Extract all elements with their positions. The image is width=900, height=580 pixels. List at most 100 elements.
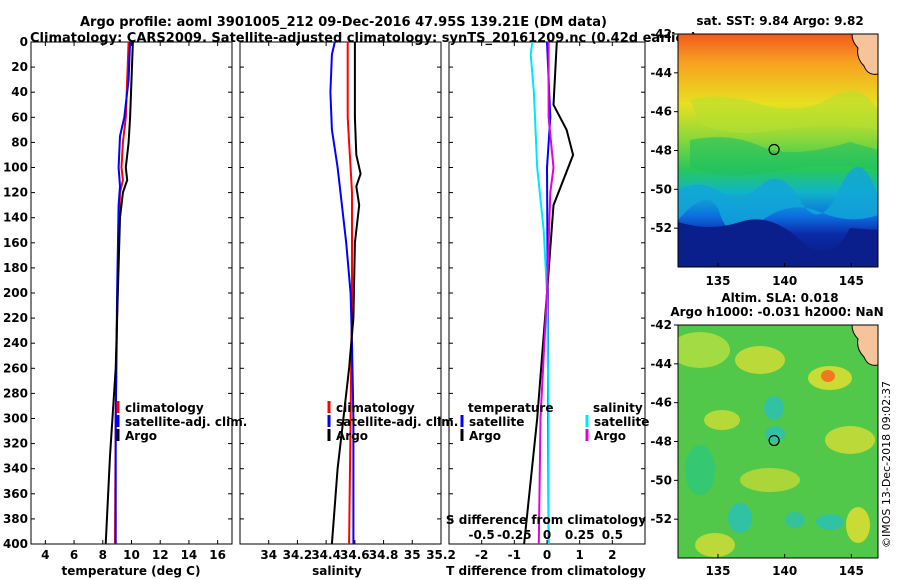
argo-position-marker	[768, 143, 780, 156]
land-tasmania-outline	[851, 325, 878, 366]
x-tick-label: 34.4	[311, 548, 341, 562]
x-tick-label: -2	[475, 548, 488, 562]
legend-label-sal-satellite: satellite	[594, 415, 649, 429]
depth-tick-label: 0	[20, 35, 28, 49]
map-y-tick-label: -52	[650, 221, 672, 235]
x-tick-label: 14	[181, 548, 198, 562]
x-tick-label: 34	[260, 548, 277, 562]
x-tick-label: 12	[152, 548, 169, 562]
map-y-tick-label: -42	[650, 27, 672, 41]
sst-map-panel: sat. SST: 9.84 Argo: 9.82 135 140 145 -42 -4…	[650, 14, 879, 288]
series-line-satellite-adj-clim-	[329, 42, 355, 544]
temperature-panel: 0 20 40 60 80 100 120 140 160 180 200 220 240 260 280 3…	[3, 35, 247, 578]
difference-depth-ticks	[449, 41, 645, 545]
depth-tick-label: 200	[3, 286, 28, 300]
sla-map-title-line1: Altim. SLA: 0.018	[721, 291, 838, 305]
sla-map-image	[678, 325, 878, 558]
map-y-tick-label: -50	[650, 473, 672, 487]
map-y-tick-label: -52	[650, 512, 672, 526]
sst-map-image	[678, 34, 878, 267]
salinity-panel: 34 34.2 34.4 34.6 34.8 35 35.2 salinity climat…	[239, 41, 458, 578]
x-tick-label: 6	[70, 548, 78, 562]
legend-label-climatology: climatology	[336, 401, 415, 415]
depth-tick-label: 20	[11, 60, 28, 74]
salinity-xlabel: salinity	[312, 564, 362, 578]
x-tick-label: 0	[543, 548, 551, 562]
legend-group-salinity: salinity	[593, 401, 643, 415]
depth-tick-label: 100	[3, 161, 28, 175]
x-tick-label: 35.2	[426, 548, 456, 562]
temperature-lines	[104, 42, 134, 544]
x-tick-label: 2	[608, 548, 616, 562]
map-y-tick-label: -50	[650, 182, 672, 196]
s-diff-tick-label: -0.5	[469, 528, 495, 542]
x-tick-label: 34.2	[283, 548, 313, 562]
x-tick-label: 10	[123, 548, 140, 562]
difference-panel: -2 -1 0 1 2 T difference from climatology S …	[446, 41, 649, 578]
depth-tick-label: 80	[11, 135, 28, 149]
depth-tick-label: 180	[3, 261, 28, 275]
depth-tick-label: 300	[3, 412, 28, 426]
temperature-legend: climatology satellite-adj. clim. Argo	[116, 401, 247, 443]
salinity-depth-ticks	[240, 41, 441, 545]
x-tick-label: 35	[404, 548, 421, 562]
series-line-climatology	[346, 42, 353, 544]
map-y-tick-label: -44	[650, 357, 672, 371]
legend-label-climatology: climatology	[125, 401, 204, 415]
figure-title-line1: Argo profile: aoml 3901005_212 09-Dec-20…	[80, 15, 607, 30]
x-tick-label: -1	[508, 548, 521, 562]
x-tick-label: 16	[209, 548, 226, 562]
salinity-x-axis: 34 34.2 34.4 34.6 34.8 35 35.2	[260, 42, 456, 562]
legend-label-temp-argo: Argo	[469, 429, 501, 443]
sla-map-ticks: 135 140 145 -42 -44 -46 -48 -50 -52	[650, 318, 864, 578]
difference-lines	[523, 42, 575, 544]
x-tick-label: 34.8	[369, 548, 399, 562]
map-y-tick-label: -48	[650, 435, 672, 449]
depth-tick-label: 280	[3, 386, 28, 400]
depth-tick-label: 140	[3, 211, 28, 225]
depth-tick-label: 60	[11, 110, 28, 124]
depth-tick-label: 120	[3, 186, 28, 200]
map-y-tick-label: -46	[650, 105, 672, 119]
series-line-salinity-satellite	[529, 42, 550, 544]
s-diff-tick-label: 0.25	[565, 528, 595, 542]
depth-tick-label: 40	[11, 85, 28, 99]
depth-tick-label: 380	[3, 512, 28, 526]
temperature-x-axis: 4 6 8 10 12 14 16	[41, 42, 226, 562]
depth-tick-label: 360	[3, 487, 28, 501]
s-difference-label: S difference from climatology	[446, 513, 646, 527]
depth-tick-label: 400	[3, 537, 28, 551]
s-diff-tick-label: -0.25	[497, 528, 532, 542]
x-tick-label: 4	[41, 548, 49, 562]
map-x-tick-label: 135	[705, 274, 730, 288]
temperature-axes	[30, 41, 233, 545]
difference-x-axis: -2 -1 0 1 2	[475, 42, 617, 562]
legend-label-argo: Argo	[336, 429, 368, 443]
map-y-tick-label: -46	[650, 396, 672, 410]
salinity-legend: climatology satellite-adj. clim. Argo	[327, 401, 458, 443]
map-y-tick-label: -44	[650, 66, 672, 80]
salinity-lines	[329, 42, 362, 544]
map-x-tick-label: 140	[772, 564, 797, 578]
s-diff-tick-label: 0.5	[602, 528, 623, 542]
series-line-argo	[104, 42, 134, 544]
difference-legend: temperature satellite Argo salinity sate…	[460, 401, 649, 443]
series-line-argo	[330, 42, 362, 544]
x-tick-label: 8	[99, 548, 107, 562]
x-tick-label: 34.6	[340, 548, 370, 562]
depth-tick-label: 260	[3, 361, 28, 375]
legend-label-satellite-adj: satellite-adj. clim.	[125, 415, 247, 429]
map-y-tick-label: -42	[650, 318, 672, 332]
map-x-tick-label: 145	[839, 274, 864, 288]
map-y-tick-label: -48	[650, 144, 672, 158]
depth-tick-label: 320	[3, 437, 28, 451]
series-line-salinity-argo	[537, 42, 555, 544]
land-tasmania-outline	[851, 34, 878, 75]
temperature-xlabel: temperature (deg C)	[62, 564, 201, 578]
s-diff-tick-label: 0	[543, 528, 551, 542]
depth-tick-label: 240	[3, 336, 28, 350]
argo-position-marker	[768, 434, 780, 447]
legend-label-satellite-adj: satellite-adj. clim.	[336, 415, 458, 429]
depth-tick-label: 340	[3, 462, 28, 476]
